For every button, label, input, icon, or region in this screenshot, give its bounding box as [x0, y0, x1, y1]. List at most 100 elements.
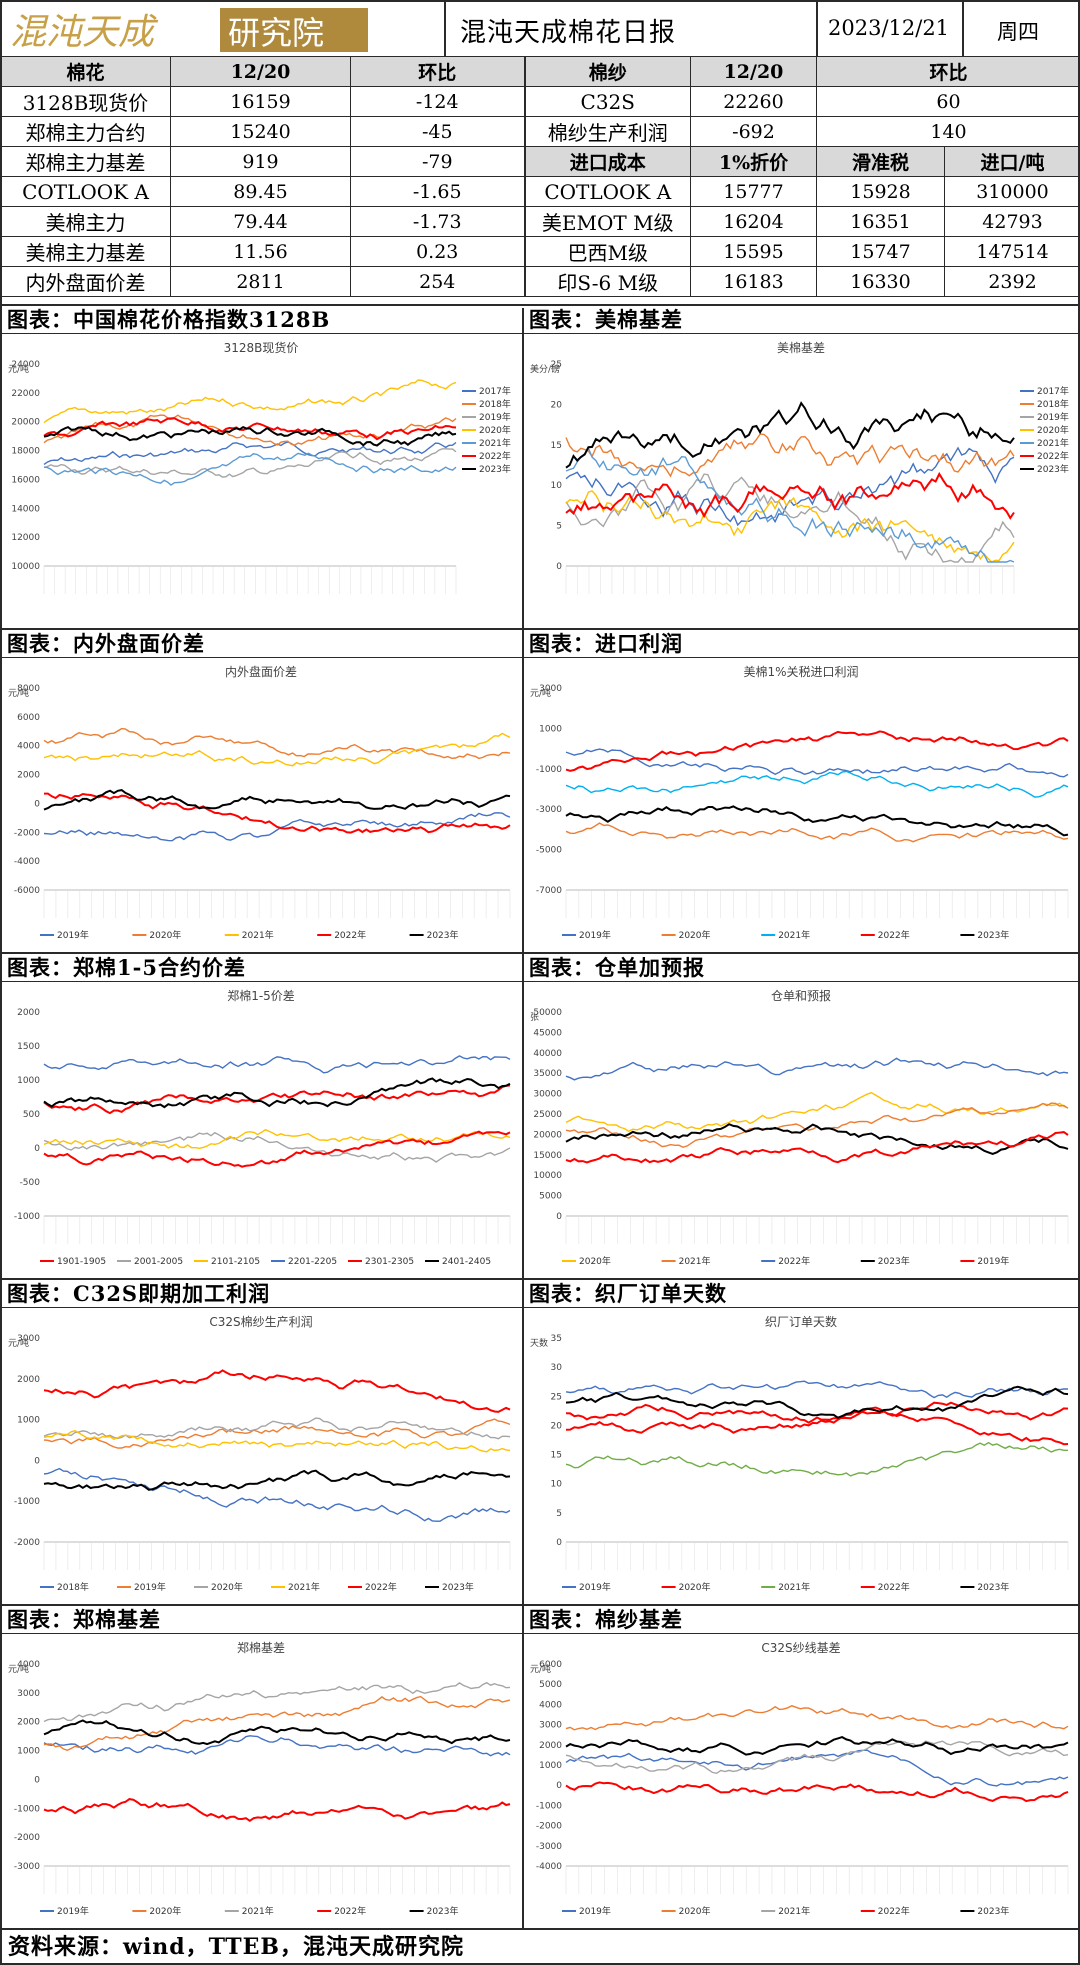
y-tick-label: 10	[551, 1480, 563, 1490]
legend-label: 2301-2305	[365, 1257, 414, 1267]
svg-text:研究院: 研究院	[228, 14, 324, 52]
series-line	[44, 792, 511, 834]
legend-label: 2023年	[878, 1255, 910, 1267]
legend-label: 2021年	[1037, 437, 1069, 449]
legend-label: 2018年	[479, 398, 511, 410]
y-tick-label: 6000	[539, 1660, 562, 1670]
y-tick-label: 10000	[11, 562, 40, 572]
legend-label: 2020年	[479, 424, 511, 436]
series-line	[43, 1077, 511, 1109]
y-tick-label: 22000	[11, 389, 40, 399]
y-tick-label: 1000	[539, 724, 562, 734]
legend-label: 2020年	[1037, 424, 1069, 436]
legend-label: 2019年	[579, 1905, 611, 1917]
series-line	[43, 727, 511, 760]
row-value: 16330	[816, 266, 945, 297]
y-tick-label: 1000	[17, 1747, 40, 1757]
legend-label: 2023年	[427, 929, 459, 941]
chart-title: 3128B现货价	[224, 340, 299, 355]
y-tick-label: 18000	[11, 447, 40, 457]
y-tick-label: 10000	[533, 1171, 562, 1181]
legend-label: 2101-2105	[211, 1257, 260, 1267]
y-tick-label: -5000	[536, 846, 562, 856]
series-line	[565, 490, 1015, 563]
axis-unit: 张	[530, 1012, 539, 1023]
series-line	[565, 401, 1015, 469]
y-tick-label: -3000	[14, 1862, 40, 1872]
series-line	[565, 730, 1069, 772]
chart-1-5-spread: 郑棉1-5价差 2000 1500 1000 500 0 -500 -1000 1901-190…	[0, 982, 522, 1278]
y-tick-label: 45000	[533, 1028, 562, 1038]
row-change: -1.73	[350, 206, 525, 237]
row-label: 美棉主力基差	[0, 236, 171, 267]
import-header: 1%折价	[690, 146, 817, 177]
series-line	[565, 770, 1069, 798]
row-value: 16183	[690, 266, 817, 297]
chart-title: 郑棉1-5价差	[227, 988, 295, 1003]
y-tick-label: 50000	[533, 1008, 562, 1018]
panel-3128b-price: 图表：中国棉花价格指数3128B 3128B现货价 元/吨 24000 22000 20…	[0, 304, 540, 628]
series-line	[43, 1131, 511, 1163]
chart-title: 仓单和预报	[771, 988, 831, 1003]
y-tick-label: 3000	[539, 1721, 562, 1731]
y-tick-label: 0	[34, 799, 40, 809]
legend-label: 2019年	[134, 1581, 166, 1593]
table-header-row: 棉花 12/20 环比 棉纱 12/20 环比	[0, 56, 1080, 87]
series-line	[43, 732, 511, 767]
axis-unit: 元/吨	[530, 1663, 551, 1675]
y-tick-label: -4000	[14, 857, 40, 867]
legend-label: 2021年	[679, 1255, 711, 1267]
series-line	[43, 1130, 511, 1168]
legend-label: 2021年	[242, 1905, 274, 1917]
y-tick-label: 12000	[11, 533, 40, 543]
panel-import-profit: 图表：进口利润 美棉1%关税进口利润 元/吨 3000 1000 -1000 -3000 -…	[522, 628, 1080, 952]
y-tick-label: 1000	[539, 1761, 562, 1771]
y-tick-label: -7000	[536, 886, 562, 896]
series-line	[43, 417, 457, 441]
y-tick-label: 0	[556, 562, 562, 572]
row-change: 0.23	[350, 236, 525, 267]
legend-label: 2019年	[579, 1581, 611, 1593]
panel-yarn-basis: 图表：棉纱基差 C32S纱线基差 元/吨 6000 5000 4000 3000 2000 1…	[522, 1604, 1080, 1928]
row-value: 15747	[816, 236, 945, 267]
y-tick-label: -3000	[536, 805, 562, 815]
y-tick-label: 20	[551, 1421, 563, 1431]
panel-title: 图表：进口利润	[522, 628, 1080, 658]
legend-label: 2020年	[149, 1905, 181, 1917]
panel-title: 图表：仓单加预报	[522, 952, 1080, 982]
series-line	[565, 1057, 1069, 1081]
y-tick-label: -1000	[14, 1804, 40, 1814]
row-value: 42793	[943, 206, 1080, 237]
legend-label: 2023年	[977, 1581, 1009, 1593]
series-line	[565, 1403, 1069, 1446]
y-tick-label: 0	[34, 1456, 40, 1466]
chart-background	[522, 1308, 1080, 1604]
table-row: 美棉主力基差 11.56 0.23 巴西M级 15595 15747 14751…	[0, 236, 1080, 267]
row-value: 2811	[170, 266, 351, 297]
import-header: 滑准税	[816, 146, 945, 177]
chart-background	[522, 334, 1080, 628]
y-tick-label: 5000	[539, 1192, 562, 1202]
chart-title: 郑棉基差	[237, 1640, 285, 1655]
row-label: COTLOOK A	[0, 176, 171, 207]
series-line	[565, 822, 1069, 843]
legend-label: 2019年	[977, 1255, 1009, 1267]
chart-background	[0, 1308, 522, 1604]
y-tick-label: 30	[551, 1363, 563, 1373]
y-tick-label: 6000	[17, 713, 40, 723]
report-header: 混沌天成 研究院 混沌天成棉花日报 2023/12/21 周四	[0, 0, 1080, 58]
legend-label: 2020年	[579, 1255, 611, 1267]
legend-label: 2019年	[479, 411, 511, 423]
legend-label: 2021年	[778, 929, 810, 941]
y-tick-label: 20000	[11, 418, 40, 428]
yarn-header: 棉纱	[524, 56, 691, 87]
table-row: 郑棉主力基差 919 -79 进口成本 1%折价 滑准税 进口/吨	[0, 146, 1080, 177]
series-line	[43, 1798, 511, 1823]
row-change: -79	[350, 146, 525, 177]
axis-unit: 元/吨	[8, 1663, 29, 1675]
series-line	[565, 1091, 1069, 1133]
series-line	[565, 1131, 1069, 1164]
series-line	[43, 1719, 511, 1746]
row-value: 16351	[816, 206, 945, 237]
